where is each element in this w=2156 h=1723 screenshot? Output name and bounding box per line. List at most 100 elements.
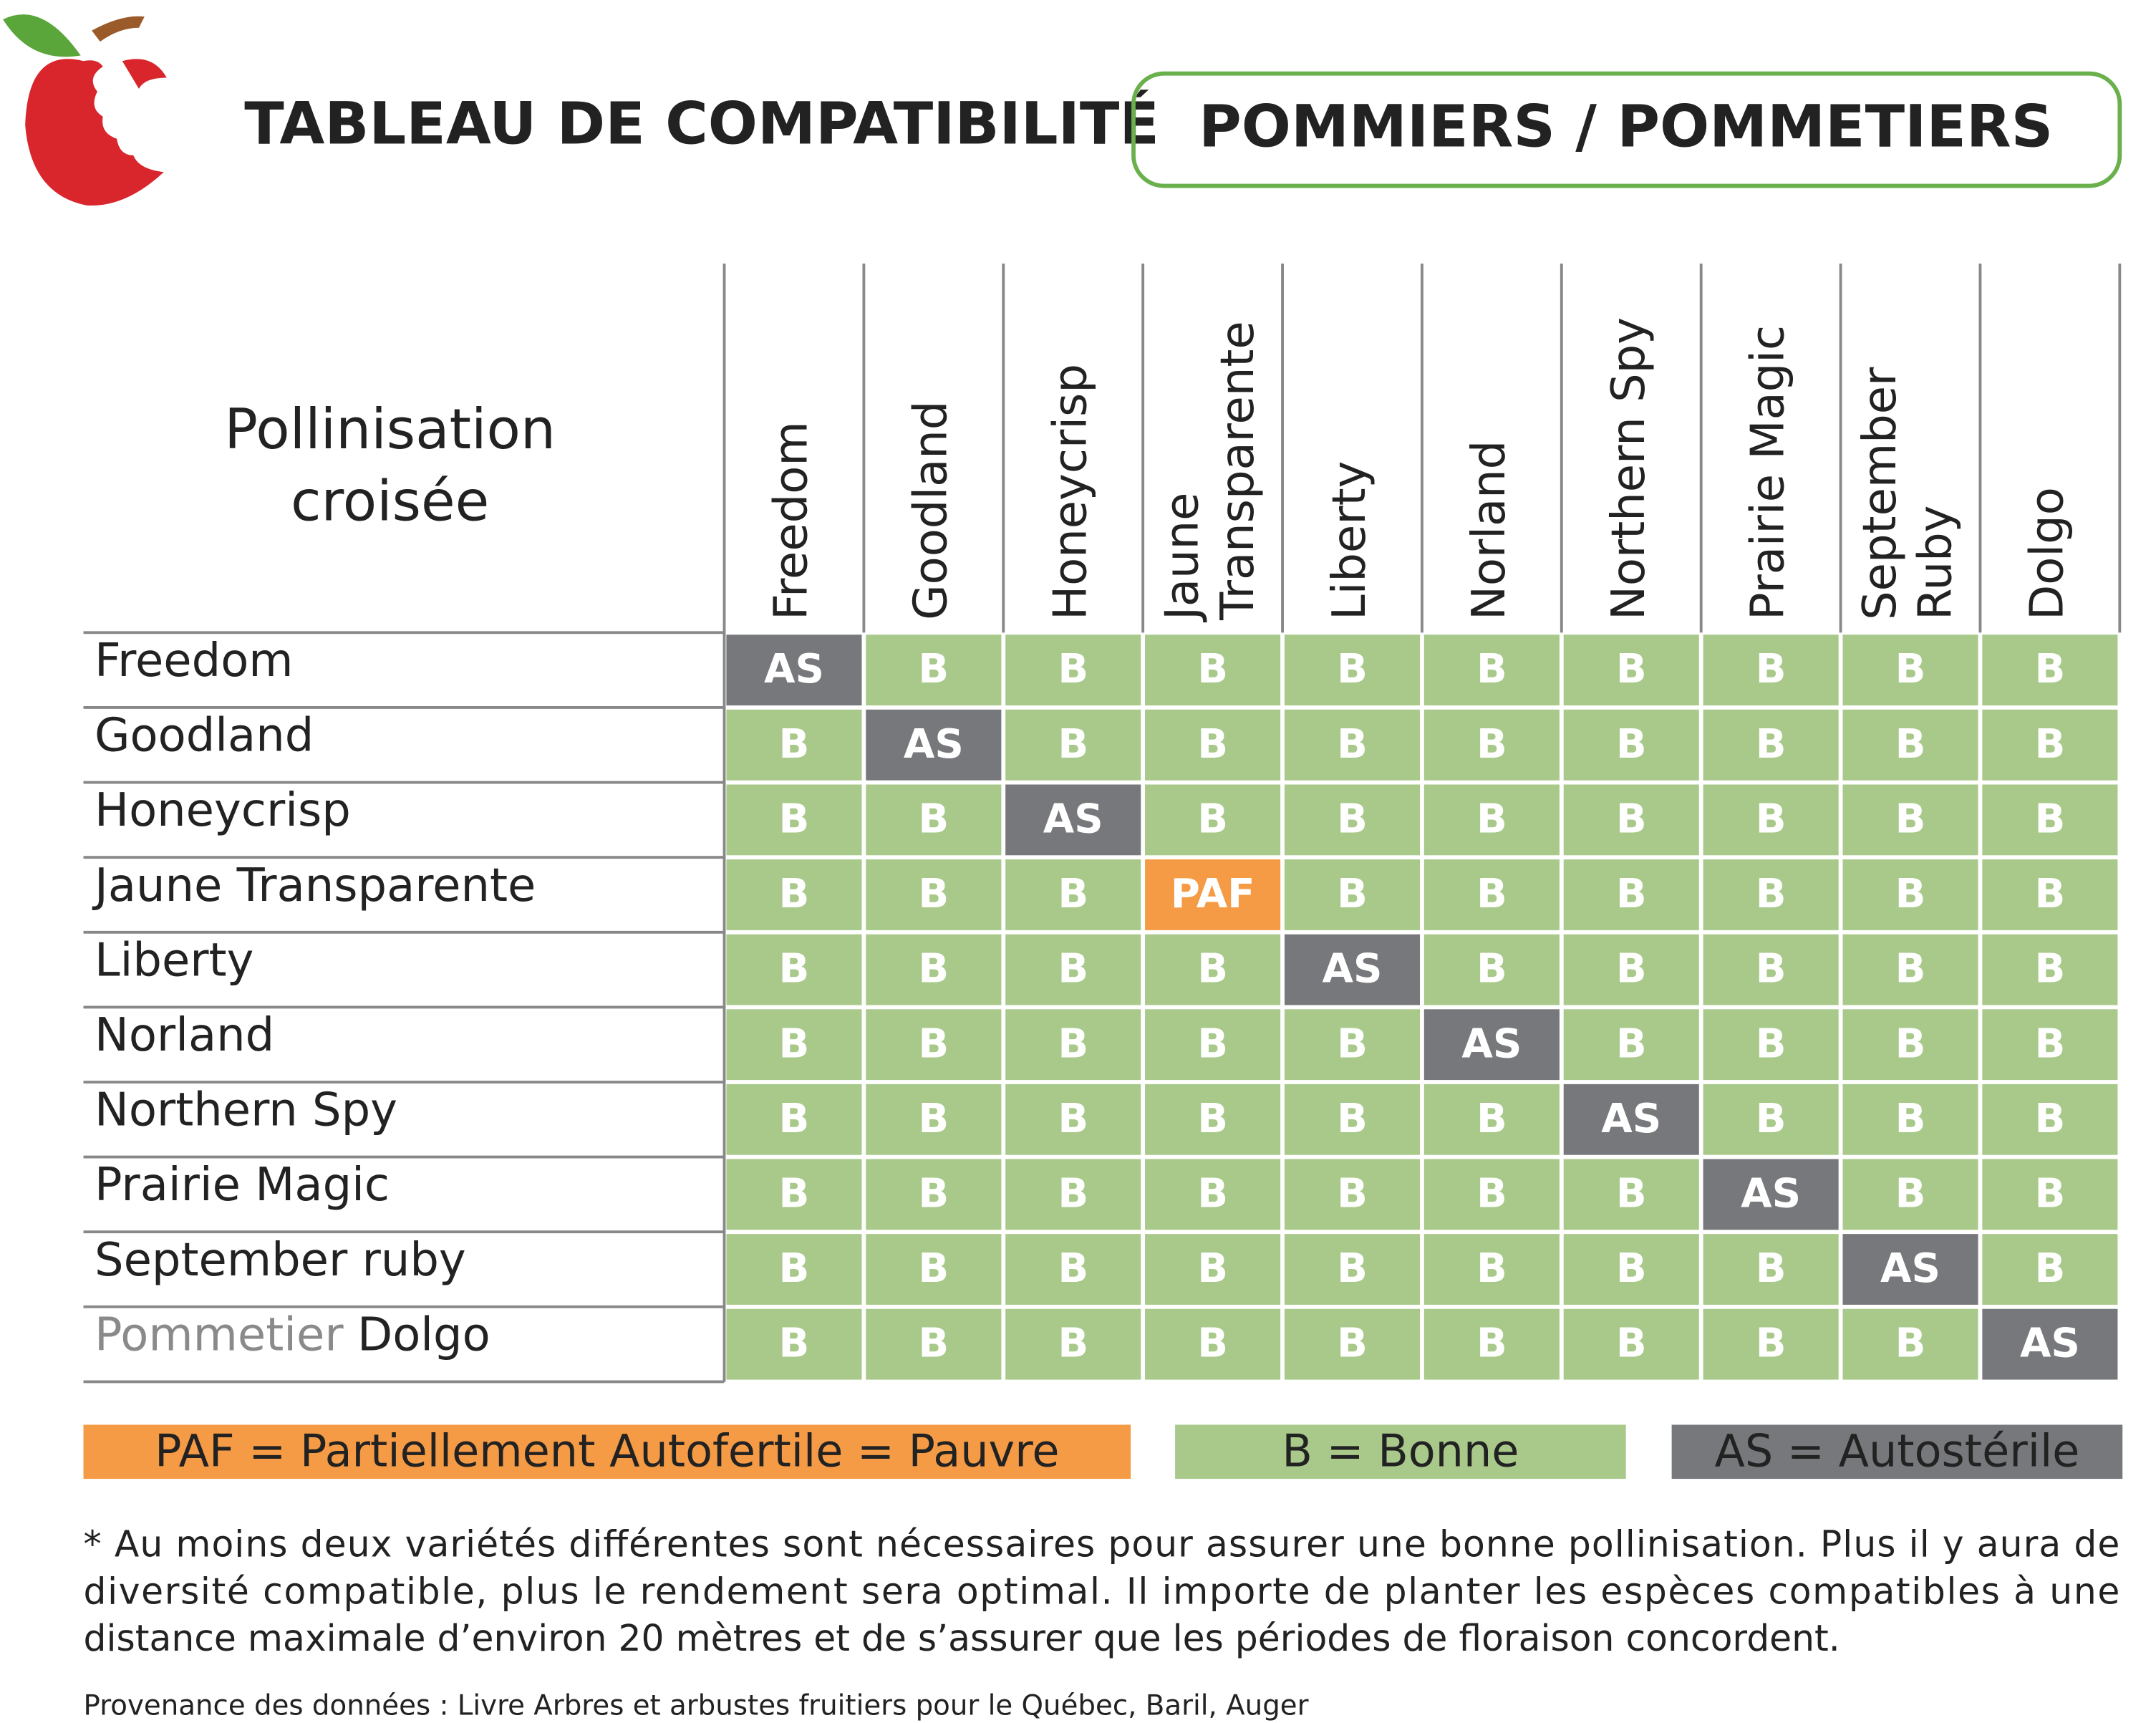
cell-value: B	[918, 1020, 949, 1067]
row-label-part: Liberty	[95, 934, 253, 987]
cell-value: B	[779, 796, 810, 842]
cell	[1703, 1308, 1839, 1380]
column-label: Prairie Magic	[1742, 325, 1795, 620]
cell	[1284, 859, 1421, 930]
cell-value: AS	[1461, 1020, 1522, 1067]
cell	[726, 784, 862, 856]
cell-value: B	[2034, 871, 2065, 917]
cell-value: B	[1616, 871, 1647, 917]
cell-value: B	[1616, 1321, 1647, 1367]
cell-value: B	[1616, 721, 1647, 768]
row-label-part: Prairie Magic	[95, 1159, 390, 1212]
footnote-line: * Au moins deux variétés différentes son…	[84, 1522, 2120, 1565]
cell	[1982, 1308, 2118, 1380]
cell-value: B	[2034, 1096, 2065, 1142]
cell-value: B	[918, 796, 949, 842]
cell-value: B	[1895, 721, 1926, 768]
column-label: Northern Spy	[1603, 317, 1655, 620]
cell	[1005, 784, 1141, 856]
cell	[1982, 709, 2118, 781]
cell-value: B	[918, 1096, 949, 1142]
cell	[726, 859, 862, 930]
cell-value: B	[1476, 646, 1507, 692]
cell	[726, 1308, 862, 1380]
cell	[1563, 934, 1699, 1005]
cell-value: B	[779, 946, 810, 993]
cell-value: B	[1058, 946, 1088, 993]
cell-value: B	[1476, 1096, 1507, 1142]
column-label: Ruby	[1909, 506, 1962, 620]
cell-value: B	[1476, 871, 1507, 917]
column-label: Goodland	[904, 401, 957, 620]
cell-value: B	[2034, 646, 2065, 692]
cell	[1005, 859, 1141, 930]
cell	[866, 859, 1002, 930]
cell	[1005, 1308, 1141, 1380]
footnote-line: diversité compatible, plus le rendement …	[84, 1570, 2120, 1612]
cell-value: B	[1058, 1020, 1088, 1067]
cell	[1284, 1083, 1421, 1155]
cell	[1145, 784, 1281, 856]
cell	[1423, 709, 1560, 781]
cell	[726, 1234, 862, 1305]
cell-value: B	[779, 871, 810, 917]
cell	[1703, 934, 1839, 1005]
cell-value: B	[1895, 871, 1926, 917]
cell	[726, 1009, 862, 1081]
cell-value: B	[779, 1321, 810, 1367]
cell	[1284, 934, 1421, 1005]
cell-value: B	[1337, 1245, 1368, 1292]
cell-value: B	[1616, 1245, 1647, 1292]
cell-value: B	[1476, 721, 1507, 768]
cell	[1145, 934, 1281, 1005]
cell	[1005, 1234, 1141, 1305]
cell	[1842, 784, 1978, 856]
cell	[866, 1009, 1002, 1081]
column-label: September	[1854, 367, 1907, 620]
row-label: Liberty	[95, 934, 253, 987]
cell-value: B	[1197, 1170, 1228, 1217]
cell	[1842, 1308, 1978, 1380]
cell	[1005, 1159, 1141, 1230]
row-label-part: Jaune Transparente	[92, 859, 536, 912]
cell-value: B	[1197, 1321, 1228, 1367]
cell	[1842, 859, 1978, 930]
row-label: Prairie Magic	[95, 1159, 390, 1212]
cell	[1982, 1159, 2118, 1230]
cell-value: B	[1756, 721, 1787, 768]
corner-label: Pollinisation	[224, 397, 556, 462]
cell-value: B	[1197, 1096, 1228, 1142]
cell	[1703, 634, 1839, 706]
cell-value: B	[1756, 1020, 1787, 1067]
cell-value: B	[1337, 1096, 1368, 1142]
cell-value: B	[1616, 796, 1647, 842]
cell	[1563, 784, 1699, 856]
cell	[1563, 634, 1699, 706]
row-label: Northern Spy	[95, 1083, 397, 1136]
cell-value: B	[1337, 871, 1368, 917]
cell-value: B	[1895, 1020, 1926, 1067]
cell	[1145, 859, 1281, 930]
cell-value: AS	[904, 721, 964, 768]
cell-value: B	[779, 1170, 810, 1217]
legend-box	[1175, 1424, 1626, 1480]
cell	[1423, 1308, 1560, 1380]
cell-value: B	[1756, 871, 1787, 917]
cell-value: B	[1756, 1096, 1787, 1142]
cell	[1284, 1159, 1421, 1230]
cell	[1842, 1159, 1978, 1230]
cell-value: B	[1197, 1245, 1228, 1292]
cell-value: B	[2034, 1170, 2065, 1217]
column-label: Dolgo	[2021, 487, 2074, 620]
cell-value: B	[918, 1170, 949, 1217]
cell	[1145, 634, 1281, 706]
cell	[1145, 709, 1281, 781]
cell-value: B	[918, 646, 949, 692]
cell	[866, 1234, 1002, 1305]
cell-value: B	[1476, 1245, 1507, 1292]
cell	[1284, 709, 1421, 781]
cell-value: B	[1197, 796, 1228, 842]
cell	[1005, 709, 1141, 781]
cell-value: B	[1337, 1020, 1368, 1067]
cell	[1423, 634, 1560, 706]
